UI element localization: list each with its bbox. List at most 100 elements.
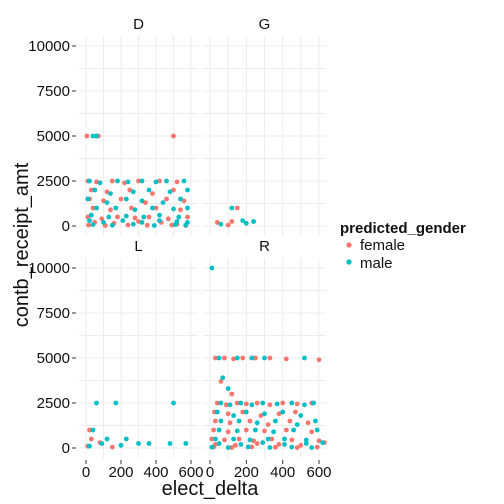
point-male [303, 441, 309, 446]
y-tick-label: 5000 [37, 128, 70, 145]
point-female [214, 400, 220, 406]
point-female [305, 420, 311, 426]
point-male [225, 445, 231, 450]
point-female [253, 355, 258, 361]
point-female [289, 437, 295, 443]
facet-panel-D [79, 36, 198, 236]
legend: predicted_gender female male [340, 220, 466, 272]
point-female [316, 357, 322, 363]
point-female [229, 219, 235, 224]
point-female [87, 427, 92, 433]
y-axis-title: contb_receipt_amt [11, 162, 33, 327]
point-male [234, 428, 240, 434]
point-female [88, 436, 94, 442]
legend-label-female: female [360, 237, 405, 254]
point-female [293, 409, 298, 415]
point-male [234, 355, 240, 361]
point-female [234, 205, 240, 211]
point-male [303, 437, 309, 443]
point-male [216, 441, 222, 446]
y-axis-tick-labels: 0 2500 5000 7500 10000 0 2500 5000 7500 10000 [28, 38, 76, 457]
point-female [153, 205, 159, 211]
point-female [214, 220, 220, 225]
y-tick-label: 7500 [37, 305, 70, 322]
point-female [229, 391, 235, 397]
point-female [280, 400, 286, 406]
point-male [289, 444, 295, 450]
point-female [223, 402, 229, 408]
point-female [178, 207, 183, 213]
point-female [225, 222, 231, 228]
point-male [302, 402, 307, 408]
point-male [153, 179, 159, 185]
point-male [157, 212, 162, 218]
point-male [113, 205, 119, 211]
point-male [267, 445, 273, 450]
point-male [167, 441, 173, 446]
point-male [150, 205, 155, 211]
point-male [238, 400, 244, 406]
point-male [172, 222, 178, 228]
point-female [247, 418, 253, 424]
point-male [271, 429, 276, 435]
point-male [118, 442, 124, 448]
point-female [169, 222, 175, 228]
point-male [130, 189, 136, 195]
x-tick-label: 200 [234, 464, 259, 481]
point-male [262, 355, 267, 361]
y-tick-label: 10000 [28, 260, 70, 277]
point-female [225, 429, 231, 435]
point-female [185, 214, 190, 220]
point-male [90, 427, 96, 433]
y-tick-label: 0 [62, 218, 70, 235]
facet-strip-labels: D G L R [133, 16, 270, 255]
point-male [311, 400, 316, 406]
point-female [171, 133, 176, 139]
point-male [236, 418, 242, 424]
point-male [104, 436, 110, 442]
point-male [181, 178, 187, 184]
point-female [165, 216, 171, 222]
point-female [273, 444, 278, 450]
point-female [269, 436, 275, 442]
point-male [280, 409, 286, 415]
point-male [115, 178, 120, 184]
point-male [90, 222, 96, 228]
point-female [243, 401, 249, 407]
point-male [245, 444, 251, 450]
facet-panel-G [203, 36, 326, 236]
point-female [236, 436, 242, 442]
point-female [265, 422, 271, 427]
point-male [104, 200, 110, 206]
point-male [183, 441, 189, 446]
point-male [94, 400, 99, 406]
x-tick-label: 0 [206, 464, 214, 481]
x-tick-label: 600 [306, 464, 331, 481]
point-female [136, 178, 141, 184]
point-male [151, 223, 157, 228]
point-female [109, 178, 115, 184]
y-tick-label: 5000 [37, 350, 70, 367]
point-male [109, 222, 115, 228]
point-female [222, 437, 227, 443]
point-male [87, 178, 92, 184]
point-female [231, 356, 237, 362]
point-female [209, 436, 215, 442]
point-female [249, 444, 255, 450]
point-female [267, 355, 273, 361]
point-male [171, 206, 176, 212]
point-male [113, 400, 119, 406]
point-female [233, 442, 238, 448]
point-male [314, 427, 320, 433]
point-male [209, 265, 215, 271]
point-male [240, 218, 246, 224]
point-male [225, 386, 231, 391]
point-male [214, 409, 220, 415]
strip-label-D: D [133, 16, 144, 33]
point-male [218, 400, 224, 406]
point-male [185, 187, 190, 193]
point-male [183, 222, 189, 228]
point-male [243, 409, 249, 415]
point-male [160, 200, 166, 206]
